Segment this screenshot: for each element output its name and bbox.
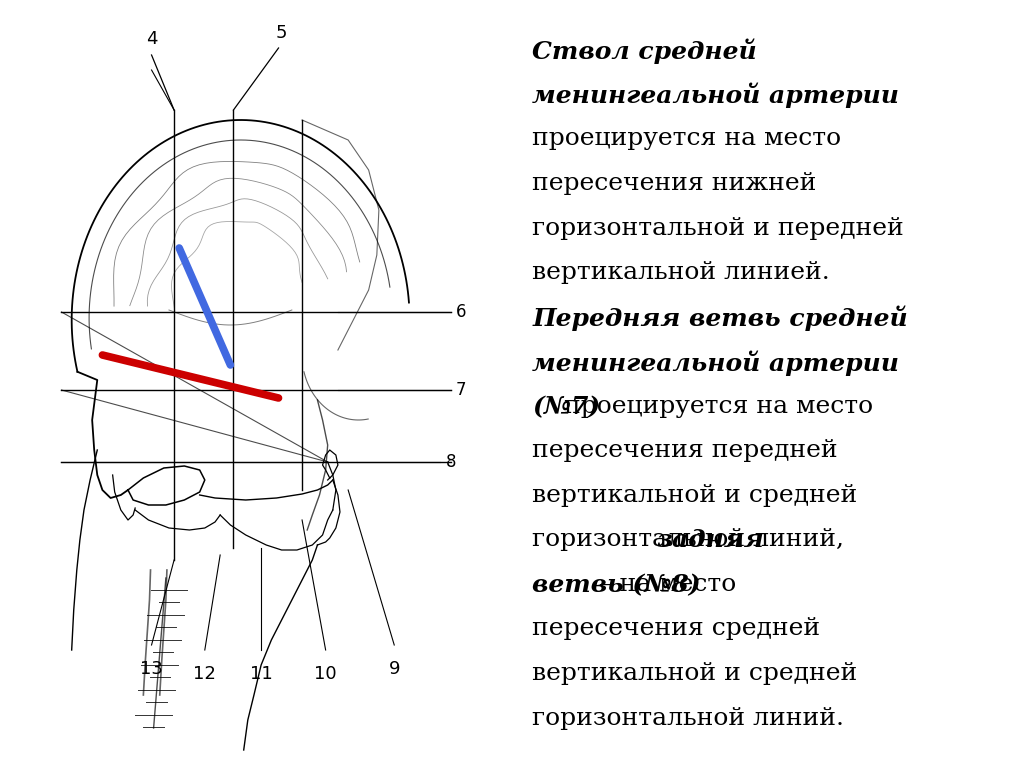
Text: проецируется на место: проецируется на место [532,127,842,151]
Text: 6: 6 [456,303,466,321]
Text: горизонтальной линий,: горизонтальной линий, [532,528,852,551]
Text: задняя: задняя [656,528,764,552]
Text: 7: 7 [456,381,466,399]
Text: 10: 10 [314,665,337,683]
Text: менингеальной артерии: менингеальной артерии [532,350,899,376]
Text: 13: 13 [140,660,163,678]
Text: пересечения нижней: пересечения нижней [532,172,817,195]
Text: вертикальной линией.: вертикальной линией. [532,261,830,284]
Text: 9: 9 [388,660,400,678]
Text: (№7): (№7) [532,395,601,419]
Text: проецируется на место: проецируется на место [556,395,873,418]
Text: 5: 5 [275,24,288,42]
Text: Ствол средней: Ствол средней [532,38,757,64]
Text: менингеальной артерии: менингеальной артерии [532,83,899,108]
Text: вертикальной и средней: вертикальной и средней [532,484,858,507]
Text: вертикальной и средней: вертикальной и средней [532,662,858,685]
Text: горизонтальной линий.: горизонтальной линий. [532,707,845,730]
Text: пересечения средней: пересечения средней [532,617,820,641]
Text: пересечения передней: пересечения передней [532,439,838,462]
Text: – на место: – на место [592,573,736,596]
Text: 12: 12 [194,665,216,683]
Text: ветвь (№8): ветвь (№8) [532,573,701,597]
Text: горизонтальной и передней: горизонтальной и передней [532,217,904,240]
Text: 11: 11 [250,665,272,683]
Text: Передняя ветвь средней: Передняя ветвь средней [532,306,908,331]
Text: 4: 4 [145,30,158,48]
Text: 8: 8 [445,453,456,471]
